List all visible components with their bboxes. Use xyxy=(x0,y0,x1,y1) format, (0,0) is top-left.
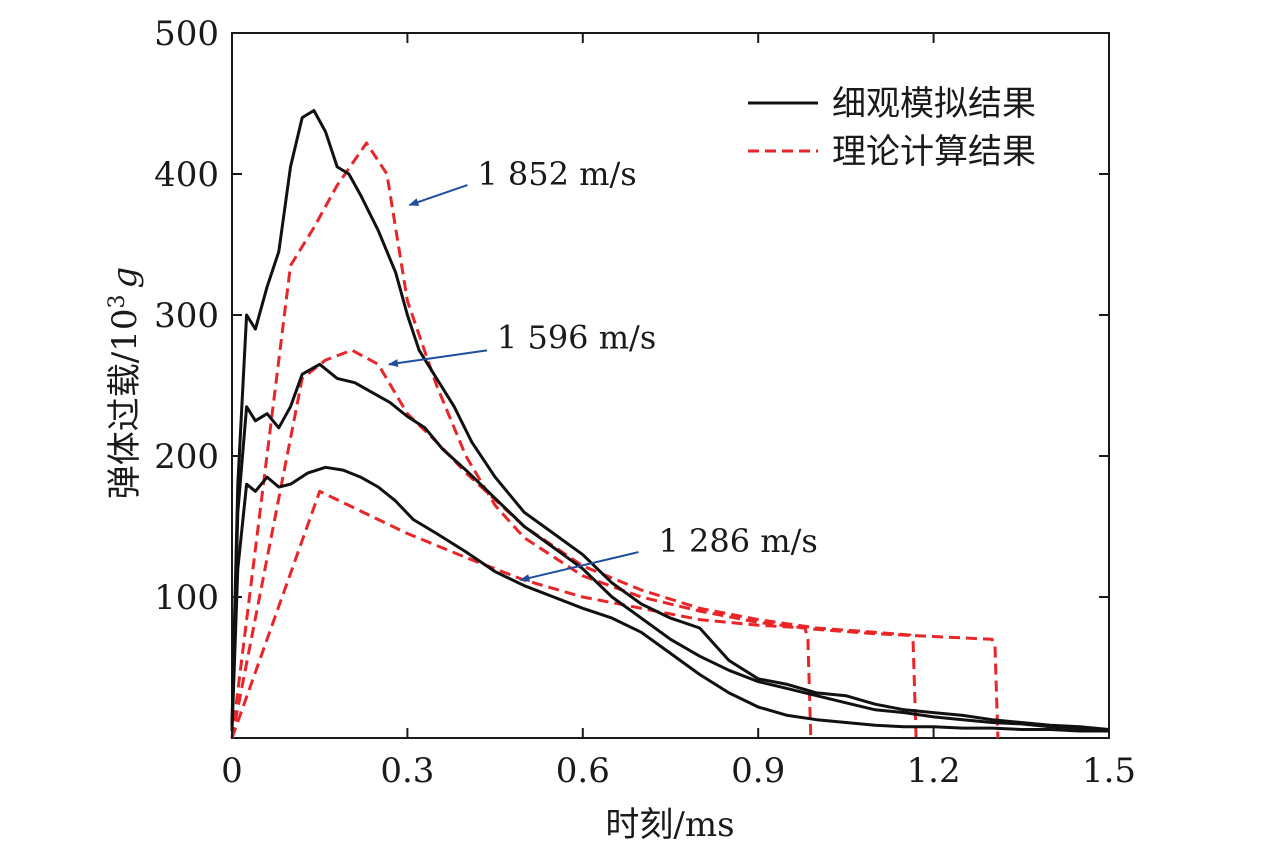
x-axis-title: 时刻/ms xyxy=(605,805,734,845)
x-tick-label: 1.2 xyxy=(907,751,961,791)
legend-label: 理论计算结果 xyxy=(832,132,1036,172)
y-axis-title-main: 弹体过载/10 xyxy=(105,309,145,500)
simulation-line-1596ms xyxy=(230,362,1110,733)
y-axis-title-unit: g xyxy=(105,267,145,289)
y-tick-label: 200 xyxy=(154,437,219,477)
simulation-line-1286ms xyxy=(230,465,1109,733)
annotation-label: 1 596 m/s xyxy=(497,318,656,356)
theory-line-1852ms xyxy=(230,141,1000,739)
annotation-arrow xyxy=(408,184,468,206)
annotation-label: 1 286 m/s xyxy=(658,522,817,560)
x-tick-label: 0.6 xyxy=(556,751,610,791)
annotation-arrow xyxy=(519,551,639,582)
theory-line-1286ms xyxy=(230,489,813,739)
y-tick-label: 300 xyxy=(154,296,219,336)
x-tick-label: 0 xyxy=(221,751,243,791)
x-tick-label: 1.5 xyxy=(1082,751,1136,791)
x-tick-label: 0.9 xyxy=(731,751,785,791)
annotation-label: 1 852 m/s xyxy=(477,155,636,193)
annotation-arrow xyxy=(387,349,488,368)
plot-area-frame xyxy=(231,32,1110,739)
simulation-line-1852ms xyxy=(230,109,1110,731)
y-tick-label: 400 xyxy=(154,155,219,195)
y-axis-title-superscript: 3 xyxy=(105,295,130,309)
x-tick-label: 0.3 xyxy=(380,751,434,791)
y-tick-label: 500 xyxy=(154,14,219,54)
y-axis-title: 弹体过载/103 g xyxy=(105,267,146,499)
y-tick-label: 100 xyxy=(154,578,219,618)
legend-label: 细观模拟结果 xyxy=(832,84,1036,124)
